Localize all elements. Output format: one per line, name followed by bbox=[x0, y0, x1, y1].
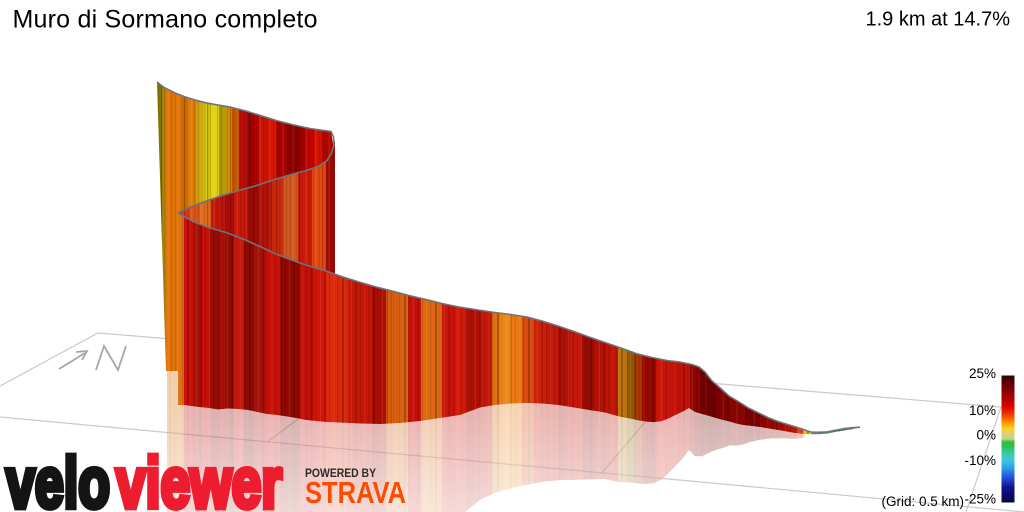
svg-text:-25%: -25% bbox=[964, 492, 996, 507]
svg-text:10%: 10% bbox=[969, 403, 996, 418]
svg-text:viewer: viewer bbox=[116, 443, 282, 512]
svg-text:Muro di Sormano completo: Muro di Sormano completo bbox=[13, 6, 318, 34]
svg-text:1.9 km at 14.7%: 1.9 km at 14.7% bbox=[865, 9, 1010, 31]
svg-text:25%: 25% bbox=[969, 366, 996, 381]
svg-text:0%: 0% bbox=[976, 427, 996, 442]
svg-text:velo: velo bbox=[6, 443, 110, 512]
svg-text:-10%: -10% bbox=[964, 453, 996, 468]
svg-text:POWERED BY: POWERED BY bbox=[305, 466, 376, 480]
svg-text:(Grid: 0.5 km): (Grid: 0.5 km) bbox=[881, 494, 964, 509]
svg-text:STRAVA: STRAVA bbox=[305, 475, 406, 510]
